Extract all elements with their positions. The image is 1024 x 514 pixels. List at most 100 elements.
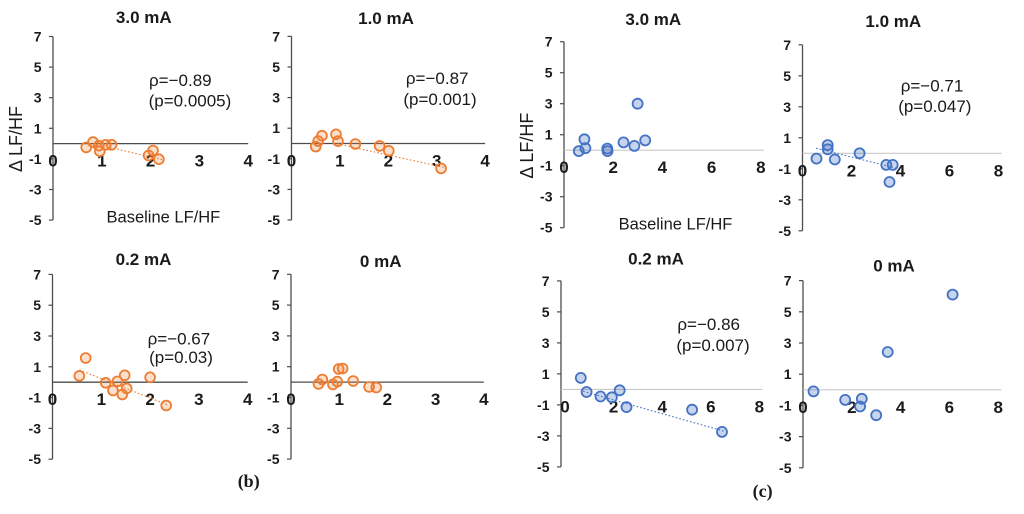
svg-text:0: 0 bbox=[559, 158, 568, 177]
svg-text:-5: -5 bbox=[29, 212, 42, 228]
svg-text:7: 7 bbox=[783, 37, 791, 53]
svg-text:4: 4 bbox=[243, 152, 253, 171]
svg-text:ρ=−0.89: ρ=−0.89 bbox=[149, 71, 212, 90]
svg-text:5: 5 bbox=[272, 297, 280, 313]
svg-text:7: 7 bbox=[33, 266, 41, 282]
svg-text:4: 4 bbox=[657, 397, 667, 416]
svg-text:5: 5 bbox=[272, 59, 280, 75]
svg-text:3: 3 bbox=[33, 328, 41, 344]
svg-text:0: 0 bbox=[560, 397, 569, 416]
svg-text:3: 3 bbox=[542, 335, 550, 351]
svg-text:0.2 mA: 0.2 mA bbox=[116, 250, 172, 269]
svg-text:2: 2 bbox=[847, 398, 856, 417]
svg-text:(c): (c) bbox=[753, 481, 773, 502]
svg-text:7: 7 bbox=[542, 273, 550, 289]
svg-text:6: 6 bbox=[707, 158, 716, 177]
svg-text:(p=0.03): (p=0.03) bbox=[149, 348, 213, 367]
svg-text:8: 8 bbox=[994, 161, 1003, 180]
svg-text:-1: -1 bbox=[268, 151, 281, 167]
svg-text:-3: -3 bbox=[779, 429, 792, 445]
svg-text:3: 3 bbox=[432, 152, 441, 171]
svg-text:-5: -5 bbox=[540, 220, 553, 236]
svg-text:1: 1 bbox=[542, 366, 550, 382]
svg-text:2: 2 bbox=[384, 152, 393, 171]
svg-text:7: 7 bbox=[272, 266, 280, 282]
svg-text:0 mA: 0 mA bbox=[873, 257, 915, 276]
svg-text:3: 3 bbox=[545, 96, 553, 112]
svg-text:0: 0 bbox=[286, 390, 295, 409]
svg-text:-1: -1 bbox=[537, 397, 550, 413]
svg-text:-3: -3 bbox=[779, 192, 792, 208]
svg-text:0: 0 bbox=[287, 152, 296, 171]
svg-text:4: 4 bbox=[243, 390, 253, 409]
svg-text:0: 0 bbox=[48, 152, 57, 171]
svg-text:5: 5 bbox=[545, 65, 553, 81]
svg-text:-3: -3 bbox=[268, 181, 281, 197]
svg-text:0: 0 bbox=[798, 398, 807, 417]
svg-text:5: 5 bbox=[33, 297, 41, 313]
svg-text:3: 3 bbox=[784, 335, 792, 351]
svg-text:4: 4 bbox=[658, 158, 668, 177]
svg-text:1: 1 bbox=[97, 390, 106, 409]
svg-text:3: 3 bbox=[194, 390, 203, 409]
svg-text:0.2 mA: 0.2 mA bbox=[628, 250, 684, 269]
svg-text:6: 6 bbox=[945, 398, 954, 417]
svg-text:3: 3 bbox=[783, 99, 791, 115]
svg-text:-3: -3 bbox=[29, 182, 42, 198]
svg-text:-1: -1 bbox=[29, 151, 42, 167]
svg-text:ρ=−0.87: ρ=−0.87 bbox=[406, 69, 469, 88]
svg-text:-3: -3 bbox=[537, 428, 550, 444]
svg-text:3: 3 bbox=[195, 152, 204, 171]
svg-text:ρ=−0.71: ρ=−0.71 bbox=[901, 77, 964, 96]
svg-text:-1: -1 bbox=[779, 397, 792, 413]
svg-text:1.0 mA: 1.0 mA bbox=[865, 12, 921, 31]
svg-text:(p=0.0005): (p=0.0005) bbox=[149, 92, 232, 111]
svg-text:2: 2 bbox=[383, 390, 392, 409]
svg-text:-5: -5 bbox=[267, 451, 280, 467]
svg-text:7: 7 bbox=[34, 29, 42, 45]
svg-text:-1: -1 bbox=[267, 390, 280, 406]
svg-text:3.0 mA: 3.0 mA bbox=[625, 10, 681, 29]
svg-text:ρ=−0.67: ρ=−0.67 bbox=[148, 330, 211, 349]
svg-text:0 mA: 0 mA bbox=[360, 252, 402, 271]
svg-text:-5: -5 bbox=[537, 459, 550, 475]
svg-text:4: 4 bbox=[896, 398, 906, 417]
svg-text:8: 8 bbox=[755, 397, 764, 416]
svg-text:-5: -5 bbox=[29, 451, 42, 467]
svg-text:(p=0.007): (p=0.007) bbox=[676, 336, 749, 355]
svg-text:-5: -5 bbox=[268, 212, 281, 228]
svg-text:1: 1 bbox=[272, 120, 280, 136]
svg-text:8: 8 bbox=[756, 158, 765, 177]
svg-text:1: 1 bbox=[272, 359, 280, 375]
svg-text:5: 5 bbox=[542, 304, 550, 320]
svg-text:-1: -1 bbox=[29, 390, 42, 406]
svg-text:(p=0.047): (p=0.047) bbox=[898, 97, 971, 116]
svg-text:2: 2 bbox=[608, 158, 617, 177]
svg-text:1: 1 bbox=[783, 130, 791, 146]
svg-text:3: 3 bbox=[431, 390, 440, 409]
svg-text:1.0 mA: 1.0 mA bbox=[358, 9, 414, 28]
svg-text:ρ=−0.86: ρ=−0.86 bbox=[677, 315, 740, 334]
svg-text:Δ LF/HF: Δ LF/HF bbox=[6, 106, 26, 172]
svg-text:-1: -1 bbox=[779, 161, 792, 177]
svg-text:1: 1 bbox=[97, 152, 106, 171]
svg-text:1: 1 bbox=[334, 390, 343, 409]
svg-text:8: 8 bbox=[993, 398, 1002, 417]
svg-text:1: 1 bbox=[335, 152, 344, 171]
svg-text:7: 7 bbox=[272, 28, 280, 44]
svg-text:3.0 mA: 3.0 mA bbox=[116, 8, 172, 27]
svg-text:2: 2 bbox=[609, 397, 618, 416]
svg-text:2: 2 bbox=[145, 390, 154, 409]
svg-text:-5: -5 bbox=[779, 460, 792, 476]
svg-text:4: 4 bbox=[896, 161, 906, 180]
svg-text:5: 5 bbox=[784, 304, 792, 320]
svg-text:3: 3 bbox=[272, 90, 280, 106]
svg-text:(b): (b) bbox=[238, 471, 260, 492]
svg-text:-1: -1 bbox=[540, 158, 553, 174]
svg-text:3: 3 bbox=[272, 328, 280, 344]
svg-text:-3: -3 bbox=[267, 420, 280, 436]
svg-text:3: 3 bbox=[34, 90, 42, 106]
svg-text:7: 7 bbox=[545, 34, 553, 50]
svg-text:0: 0 bbox=[48, 390, 57, 409]
svg-text:2: 2 bbox=[146, 152, 155, 171]
